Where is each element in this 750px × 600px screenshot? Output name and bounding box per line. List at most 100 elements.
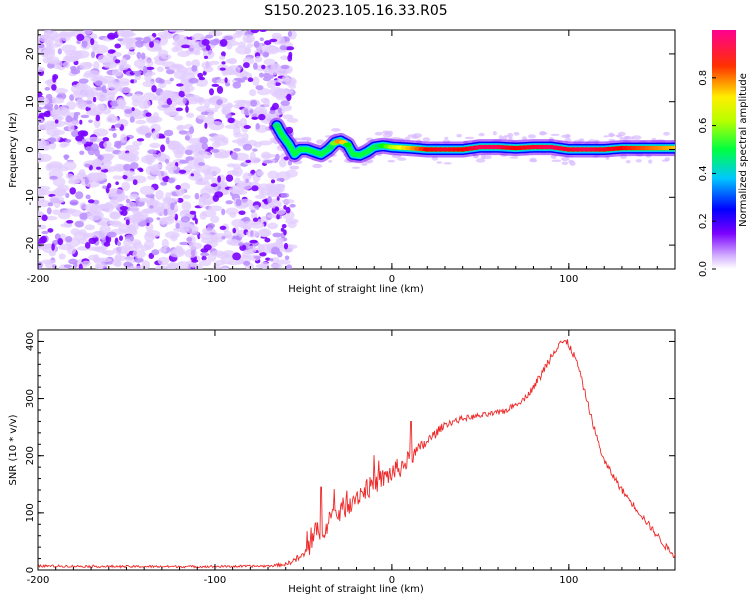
noise-blob bbox=[255, 85, 264, 91]
noise-blob bbox=[116, 241, 122, 247]
noise-blob bbox=[47, 202, 54, 207]
noise-blob bbox=[228, 57, 238, 65]
noise-blob bbox=[287, 220, 297, 229]
noise-blob bbox=[272, 232, 282, 238]
noise-blob bbox=[38, 96, 50, 106]
noise-blob bbox=[274, 206, 280, 212]
noise-blob bbox=[167, 111, 180, 116]
noise-blob bbox=[75, 135, 85, 142]
noise-blob bbox=[280, 64, 290, 70]
noise-blob bbox=[274, 82, 281, 86]
noise-blob bbox=[123, 163, 131, 171]
noise-blob bbox=[157, 31, 173, 37]
noise-blob bbox=[124, 109, 133, 114]
noise-blob bbox=[129, 116, 135, 123]
noise-blob bbox=[258, 140, 273, 146]
noise-blob bbox=[109, 211, 121, 220]
noise-blob bbox=[79, 212, 89, 220]
ridge-halo bbox=[351, 166, 361, 169]
noise-blob bbox=[78, 263, 83, 269]
noise-blob bbox=[204, 122, 208, 129]
noise-blob bbox=[83, 30, 93, 35]
ridge-core bbox=[325, 145, 335, 150]
noise-blob bbox=[143, 208, 153, 214]
noise-blob bbox=[88, 237, 97, 244]
ridge-halo bbox=[387, 159, 396, 163]
noise-blob bbox=[252, 148, 258, 152]
noise-blob bbox=[195, 77, 208, 87]
noise-blob bbox=[259, 72, 264, 78]
noise-blob bbox=[246, 43, 254, 48]
ridge-halo bbox=[539, 132, 548, 135]
noise-blob bbox=[243, 125, 251, 129]
noise-blob bbox=[180, 210, 190, 215]
noise-blob bbox=[203, 66, 214, 73]
noise-blob bbox=[259, 252, 267, 257]
noise-blob bbox=[85, 98, 94, 108]
noise-blob bbox=[149, 205, 154, 209]
noise-blob bbox=[260, 97, 269, 104]
noise-blob bbox=[204, 55, 208, 60]
noise-blob bbox=[96, 257, 112, 263]
noise-blob bbox=[131, 113, 146, 120]
noise-blob bbox=[267, 222, 279, 230]
noise-blob bbox=[232, 81, 242, 89]
noise-blob bbox=[78, 78, 89, 84]
noise-blob bbox=[280, 55, 289, 60]
noise-blob bbox=[111, 68, 123, 77]
noise-blob bbox=[235, 45, 251, 55]
noise-blob bbox=[54, 88, 68, 94]
noise-blob bbox=[73, 111, 81, 116]
noise-blob bbox=[251, 185, 259, 192]
noise-blob bbox=[202, 169, 211, 175]
noise-blob bbox=[54, 187, 67, 197]
x-tick-label: -200 bbox=[27, 575, 50, 586]
noise-blob bbox=[135, 40, 145, 48]
noise-blob bbox=[249, 89, 257, 97]
noise-blob bbox=[94, 80, 103, 87]
ridge-halo bbox=[661, 159, 669, 162]
noise-blob bbox=[38, 185, 51, 191]
noise-blob bbox=[276, 259, 291, 265]
noise-blob bbox=[238, 242, 244, 247]
noise-blob bbox=[261, 64, 266, 70]
noise-blob bbox=[123, 170, 136, 176]
noise-blob bbox=[152, 130, 160, 141]
noise-blob bbox=[61, 209, 75, 214]
ridge-halo bbox=[635, 159, 642, 163]
noise-blob bbox=[199, 136, 208, 144]
noise-blob bbox=[186, 112, 195, 118]
noise-blob bbox=[232, 167, 243, 177]
noise-blob bbox=[259, 37, 264, 41]
noise-blob bbox=[135, 37, 144, 41]
noise-blob bbox=[210, 215, 220, 224]
noise-blob bbox=[173, 70, 187, 80]
noise-blob bbox=[160, 181, 168, 186]
noise-blob bbox=[264, 237, 271, 243]
noise-blob bbox=[84, 242, 91, 249]
noise-blob bbox=[65, 139, 72, 143]
noise-blob bbox=[132, 99, 140, 107]
noise-blob bbox=[225, 207, 239, 215]
ridge-halo bbox=[513, 131, 520, 136]
noise-blob bbox=[54, 104, 59, 110]
noise-blob bbox=[46, 43, 53, 54]
noise-blob bbox=[216, 85, 224, 94]
noise-blob bbox=[118, 78, 130, 85]
noise-blob bbox=[284, 255, 290, 261]
noise-blob bbox=[211, 148, 220, 153]
noise-blob bbox=[110, 49, 116, 53]
noise-blob bbox=[225, 174, 234, 182]
noise-blob bbox=[250, 30, 260, 34]
noise-blob bbox=[285, 264, 292, 269]
noise-blob bbox=[285, 46, 295, 51]
noise-blob bbox=[117, 38, 124, 42]
ridge-halo bbox=[306, 138, 312, 142]
ridge-halo bbox=[478, 132, 485, 137]
noise-blob bbox=[283, 205, 287, 210]
noise-blob bbox=[185, 105, 189, 113]
noise-blob bbox=[242, 249, 252, 259]
noise-blob bbox=[131, 107, 135, 112]
noise-blob bbox=[199, 212, 207, 220]
noise-blob bbox=[249, 109, 254, 114]
